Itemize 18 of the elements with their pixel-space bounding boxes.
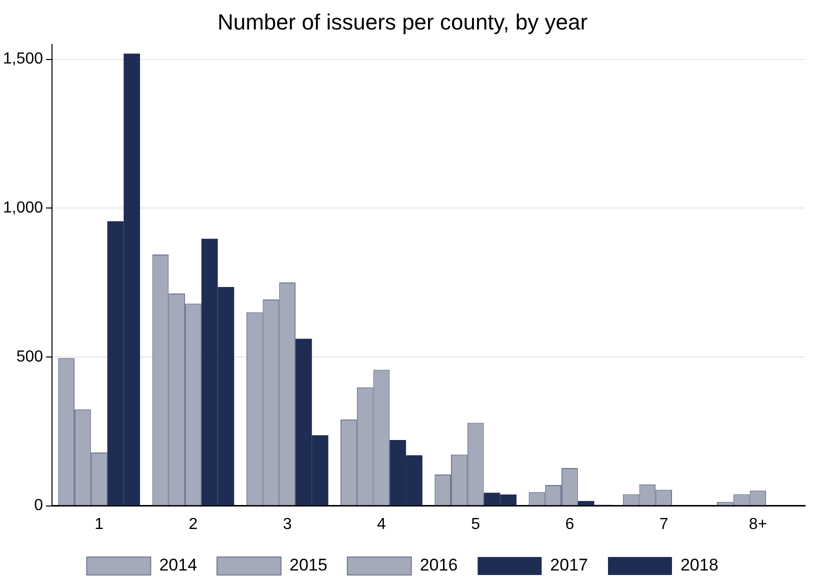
x-tick-label: 5 xyxy=(471,516,480,533)
legend-label: 2018 xyxy=(680,556,718,575)
x-tick-label: 2 xyxy=(188,516,198,533)
legend-label: 2015 xyxy=(290,556,328,575)
chart-title: Number of issuers per county, by year xyxy=(217,9,588,34)
legend-label: 2014 xyxy=(159,556,198,575)
legend-label: 2016 xyxy=(420,556,458,575)
legend-label: 2017 xyxy=(550,556,588,575)
y-tick-label: 0 xyxy=(34,497,44,514)
x-tick-label: 7 xyxy=(659,516,668,533)
x-tick-label: 3 xyxy=(282,516,292,533)
x-tick-label: 6 xyxy=(565,516,574,533)
x-tick-label: 4 xyxy=(377,516,386,533)
y-tick-label: 500 xyxy=(16,348,44,366)
y-tick-label: 1,000 xyxy=(2,200,44,217)
x-tick-label: 1 xyxy=(94,516,104,533)
x-tick-label: 8+ xyxy=(748,516,768,533)
y-tick-label: 1,500 xyxy=(2,50,44,68)
